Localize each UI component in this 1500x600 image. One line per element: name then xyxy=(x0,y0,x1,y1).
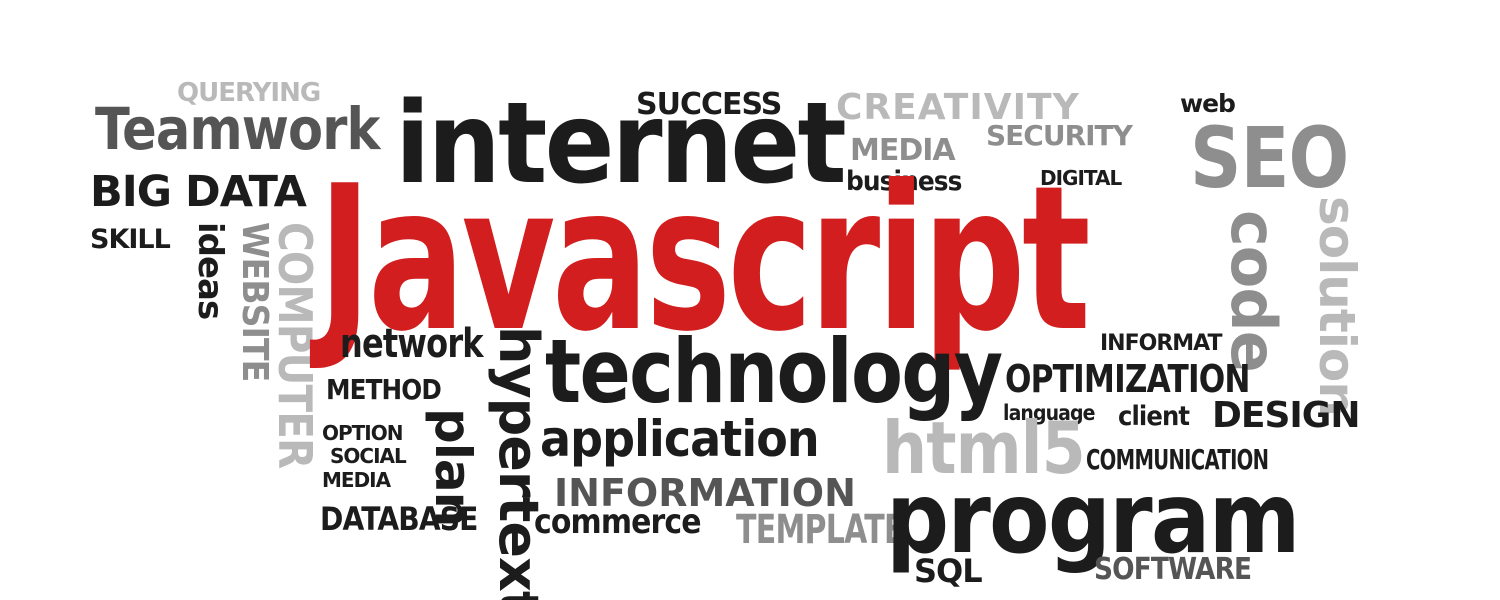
word-information: INFORMATION xyxy=(554,471,856,515)
word-hypertext: hypertext xyxy=(487,326,550,600)
word-code: code xyxy=(1217,210,1290,372)
word-skill: SKILL xyxy=(90,224,171,255)
word-web: web xyxy=(1180,89,1236,118)
word-commerce: commerce xyxy=(534,502,702,542)
word-plan: plan xyxy=(424,408,482,527)
word-html5: html5 xyxy=(882,406,1086,490)
word-teamwork: Teamwork xyxy=(95,95,380,163)
word-creativity: CREATIVITY xyxy=(836,87,1080,128)
word-informat: INFORMAT xyxy=(1100,331,1222,356)
word-security: SECURITY xyxy=(986,119,1133,152)
word-database: DATABASE xyxy=(320,500,478,538)
word-method: METHOD xyxy=(326,373,442,406)
word-application: application xyxy=(540,410,820,468)
word-seo: SEO xyxy=(1190,109,1349,207)
word-ideas: ideas xyxy=(190,222,230,320)
word-javascript: Javascript xyxy=(318,143,1091,376)
word-digital: DIGITAL xyxy=(1040,166,1122,190)
word-option: OPTION xyxy=(322,421,403,445)
word-success: SUCCESS xyxy=(636,87,782,122)
word-template: TEMPLATE xyxy=(736,507,905,553)
word-optimization: OPTIMIZATION xyxy=(1005,357,1250,401)
word-solution: solution xyxy=(1308,196,1366,416)
word-media-bottom: MEDIA xyxy=(322,468,391,492)
word-sql: SQL xyxy=(914,552,983,590)
word-social: SOCIAL xyxy=(330,444,407,468)
word-program: program xyxy=(886,462,1300,576)
word-software: SOFTWARE xyxy=(1094,552,1252,587)
word-media-top: MEDIA xyxy=(850,133,956,168)
word-language: language xyxy=(1003,401,1095,425)
word-technology: technology xyxy=(545,320,1003,423)
word-querying: QUERYING xyxy=(177,78,321,108)
word-big-data: BIG DATA xyxy=(90,167,307,217)
word-communication: COMMUNICATION xyxy=(1086,443,1269,476)
word-client: client xyxy=(1118,401,1190,432)
word-network: network xyxy=(340,321,484,367)
word-computer: COMPUTER xyxy=(268,222,322,469)
word-internet: internet xyxy=(395,79,847,209)
word-website: WEBSITE xyxy=(234,222,275,382)
word-design: DESIGN xyxy=(1212,395,1360,436)
word-business: business xyxy=(846,166,962,197)
